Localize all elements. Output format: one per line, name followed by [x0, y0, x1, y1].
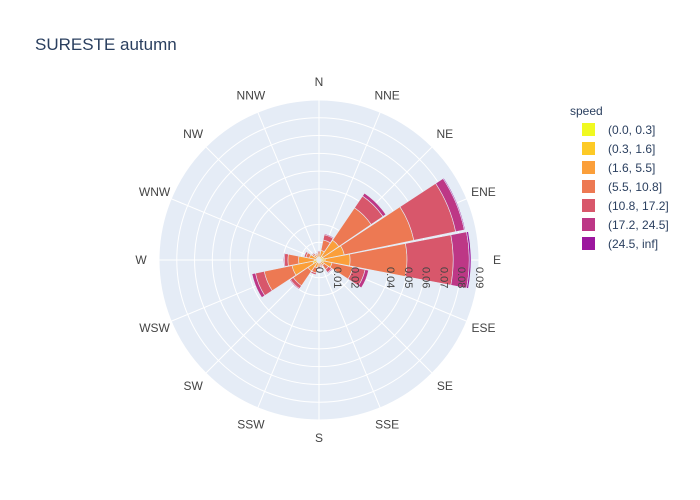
- bar-W-series-4: [284, 253, 289, 267]
- legend-item-label: (0.0, 0.3]: [608, 123, 655, 137]
- radial-tick-label: 0.02: [349, 267, 361, 288]
- bar-NE-series-5: [362, 192, 387, 217]
- direction-label-NE: NE: [437, 127, 454, 141]
- angular-grid-spoke: [205, 146, 320, 261]
- direction-label-NNE: NNE: [374, 89, 399, 103]
- direction-label-SSE: SSE: [375, 417, 399, 431]
- direction-label-ESE: ESE: [471, 321, 495, 335]
- radial-tick-label: 0.05: [402, 267, 414, 288]
- polar-bars: [251, 177, 472, 298]
- legend-item-label: (5.5, 10.8]: [608, 180, 662, 194]
- bar-NNW-series-4: [314, 252, 319, 256]
- bar-E-series-6: [466, 231, 472, 289]
- direction-label-WNW: WNW: [139, 185, 171, 199]
- direction-label-NNW: NNW: [237, 89, 266, 103]
- bar-ENE-series-6: [442, 177, 466, 231]
- legend: speed (0.0, 0.3] (0.3, 1.6] (1.6, 5.5] (5.5…: [570, 104, 669, 251]
- bar-NW-series-4: [311, 252, 315, 256]
- radial-tick-label: 0.06: [420, 267, 432, 288]
- direction-label-WSW: WSW: [139, 321, 170, 335]
- radial-tick-labels: 0 0.01 0.02 0.04 0.05 0.06 0.07 0.08 0.09: [313, 267, 485, 288]
- legend-swatch: [582, 180, 595, 193]
- bar-W-series-3: [287, 253, 300, 267]
- radial-tick-label: 0.08: [455, 267, 467, 288]
- direction-label-NW: NW: [183, 127, 204, 141]
- direction-label-W: W: [135, 253, 147, 267]
- legend-item-label: (10.8, 17.2]: [608, 199, 669, 213]
- angular-grid-spoke: [318, 259, 433, 374]
- direction-label-E: E: [493, 253, 501, 267]
- legend-title: speed: [570, 104, 603, 118]
- legend-swatch: [582, 161, 595, 174]
- direction-labels: N NNE NE ENE E ESE SE SSE S SSW SW WSW W WNW NW NNW: [135, 75, 501, 445]
- bar-WSW-series-5: [251, 272, 266, 298]
- legend-item-label: (1.6, 5.5]: [608, 161, 655, 175]
- legend-item-label: (24.5, inf]: [608, 237, 658, 251]
- legend-swatch: [582, 142, 595, 155]
- radial-tick-label: 0.09: [473, 267, 485, 288]
- angular-grid-spoke: [318, 259, 381, 409]
- chart-title: SURESTE autumn: [35, 35, 177, 54]
- angular-grid-spoke: [257, 259, 320, 409]
- legend-item-label: (0.3, 1.6]: [608, 142, 655, 156]
- legend-items: (0.0, 0.3] (0.3, 1.6] (1.6, 5.5] (5.5, 10.8…: [582, 123, 669, 251]
- direction-label-ENE: ENE: [471, 185, 496, 199]
- bar-SE-series-5: [327, 268, 333, 274]
- direction-label-SW: SW: [183, 379, 203, 393]
- angular-grid-spoke: [170, 198, 320, 261]
- legend-swatch: [582, 218, 595, 231]
- direction-label-SE: SE: [437, 379, 453, 393]
- bar-ESE-series-5: [357, 269, 369, 289]
- legend-item-label: (17.2, 24.5]: [608, 218, 669, 232]
- bar-W-series-5: [283, 252, 286, 268]
- legend-swatch: [582, 237, 595, 250]
- bar-SW-series-5: [289, 279, 300, 290]
- bar-NNE-series-5: [323, 233, 335, 239]
- bar-WNW-series-4: [303, 251, 309, 258]
- legend-swatch: [582, 123, 595, 136]
- radial-tick-label: 0.01: [331, 267, 343, 288]
- legend-swatch: [582, 199, 595, 212]
- direction-label-SSW: SSW: [237, 417, 265, 431]
- direction-label-N: N: [315, 75, 324, 89]
- angular-grid-spoke: [257, 111, 320, 261]
- radial-tick-label: 0.04: [384, 267, 396, 288]
- bar-N-series-4: [316, 250, 322, 253]
- direction-label-S: S: [315, 431, 323, 445]
- radial-tick-label: 0: [313, 267, 325, 273]
- radial-tick-label: 0.07: [437, 267, 449, 288]
